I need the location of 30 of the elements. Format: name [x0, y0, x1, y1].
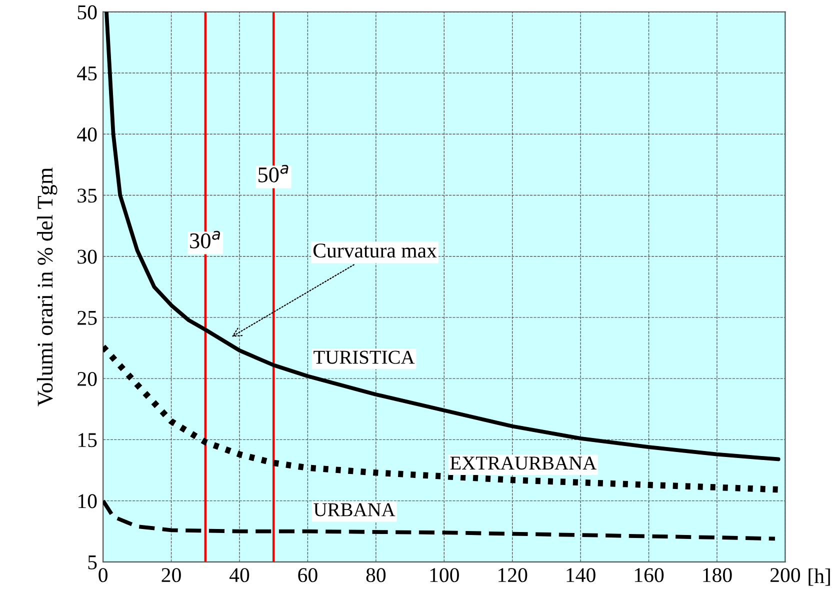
y-tick-label: 50 [78, 5, 97, 20]
line-series [103, 498, 777, 541]
x-tick-label: 40 [229, 568, 250, 582]
y-tick-label: 45 [77, 66, 97, 80]
x-tick-label: 180 [703, 568, 732, 582]
y-axis-title: Volumi orari in % del Tgm [37, 168, 58, 406]
series-label: TURISTICA [314, 350, 415, 364]
y-tick-label: 40 [77, 127, 97, 142]
annotation: Curvatura max [313, 244, 437, 258]
x-tick-label: 160 [634, 568, 664, 582]
series-label: EXTRAURBANA [450, 456, 596, 470]
y-tick-label: 25 [78, 310, 97, 325]
y-tick-label: 5 [88, 556, 97, 570]
x-tick-label: 60 [298, 568, 318, 582]
series-label: URBANA [314, 503, 396, 516]
x-tick-label: 140 [566, 568, 596, 582]
y-tick-label: 10 [78, 494, 97, 508]
x-tick-label: 20 [162, 568, 181, 582]
ref-line-label: 30$^{a}$ [190, 230, 220, 248]
x-tick-label: 100 [430, 568, 459, 582]
y-tick-label: 15 [78, 433, 97, 448]
x-tick-label: 120 [498, 568, 528, 582]
x-tick-label: 0 [98, 568, 108, 582]
y-tick-label: 30 [78, 250, 97, 264]
ref-line-label: 50$^{a}$ [258, 164, 288, 182]
x-tick-label: 200 [770, 568, 800, 582]
x-axis-title: [h] [808, 568, 830, 586]
x-tick-label: 80 [366, 568, 386, 582]
y-tick-label: 35 [78, 188, 97, 203]
y-tick-label: 20 [78, 372, 97, 386]
